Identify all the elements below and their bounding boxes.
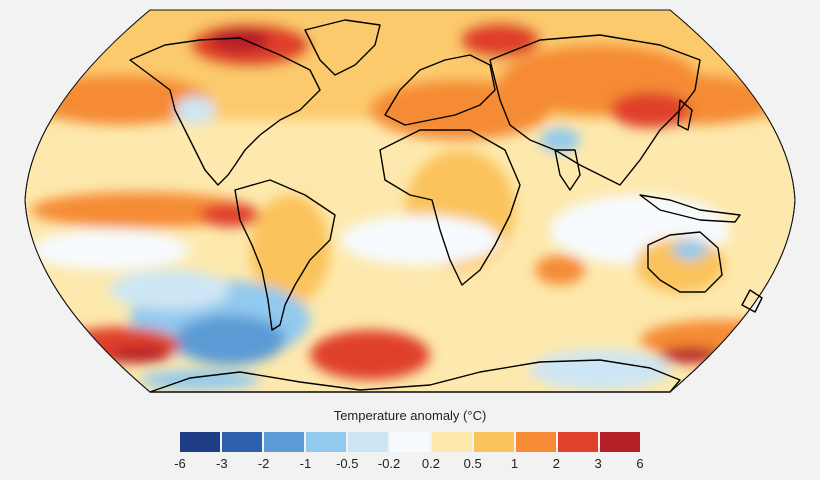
anomaly-field — [25, 10, 795, 390]
new-zealand-coast — [741, 289, 763, 313]
legend-tick-label: 6 — [636, 456, 644, 471]
indonesia-coast — [639, 194, 741, 223]
legend-swatch — [348, 432, 388, 452]
india-coast — [554, 149, 581, 191]
legend-swatch — [474, 432, 514, 452]
legend-tick-label: 2 — [552, 456, 560, 471]
south-america-coast — [234, 179, 336, 331]
legend-swatch — [306, 432, 346, 452]
legend-tick-label: 1 — [510, 456, 519, 471]
greenland-coast — [304, 19, 381, 76]
legend-tick-label: -0.5 — [336, 456, 359, 471]
legend-tick-label: 3 — [594, 456, 602, 471]
north-america-coast — [129, 37, 321, 186]
color-legend: Temperature anomaly (°C) -6 -3 -2 -1 -0.5 -0.… — [0, 400, 820, 480]
temperature-anomaly-map — [24, 9, 796, 393]
legend-swatch — [432, 432, 472, 452]
legend-tick-label: -1 — [299, 456, 312, 471]
legend-tick-label: 0.5 — [463, 456, 482, 471]
japan-coast — [677, 99, 693, 131]
legend-swatch — [222, 432, 262, 452]
legend-swatch — [390, 432, 430, 452]
europe-coast — [384, 54, 496, 126]
legend-ticks: -6 -3 -2 -1 -0.5 -0.2 0.2 0.5 1 2 3 6 — [0, 456, 820, 476]
legend-swatch — [558, 432, 598, 452]
legend-tick-label: -6 — [174, 456, 186, 471]
legend-swatch — [600, 432, 640, 452]
coastlines — [129, 19, 763, 393]
legend-swatch — [264, 432, 304, 452]
legend-tick-label: -3 — [216, 456, 228, 471]
australia-coast — [647, 231, 723, 293]
legend-swatch — [516, 432, 556, 452]
africa-coast — [379, 129, 521, 286]
legend-swatch — [180, 432, 220, 452]
legend-title: Temperature anomaly (°C) — [333, 408, 487, 423]
world-map — [24, 9, 796, 393]
asia-coast — [489, 34, 701, 186]
legend-swatches — [180, 432, 640, 452]
legend-tick-label: 0.2 — [421, 456, 440, 471]
legend-tick-label: -2 — [257, 456, 270, 471]
legend-tick-label: -0.2 — [377, 456, 401, 471]
